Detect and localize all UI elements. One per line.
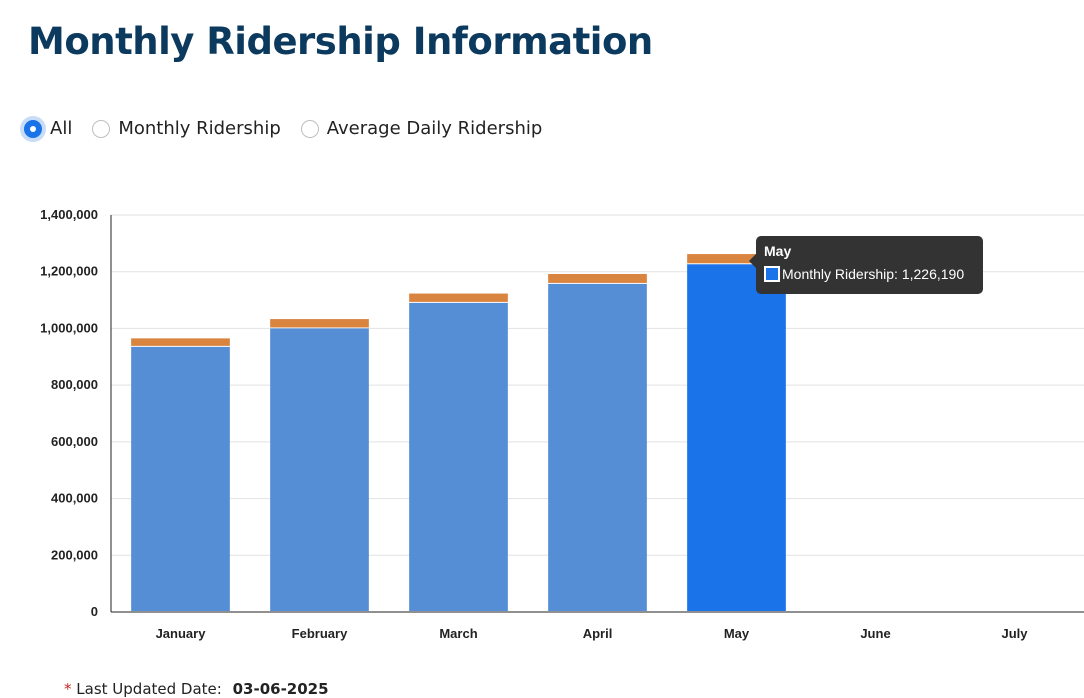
bar-monthly-ridership (548, 283, 647, 611)
chart-tooltip: May Monthly Ridership: 1,226,190 (749, 236, 983, 294)
radio-unselected-icon (92, 119, 111, 138)
bar-monthly-ridership (270, 328, 369, 611)
tooltip-value: Monthly Ridership: 1,226,190 (782, 266, 965, 282)
x-tick-label: February (292, 626, 348, 641)
ridership-bar-chart: 0 200,000 400,000 600,000 800,000 1,000,000 1,… (40, 207, 1084, 641)
filter-monthly-radio[interactable]: Monthly Ridership (92, 118, 281, 139)
page-title: Monthly Ridership Information (28, 20, 653, 63)
x-tick-label: March (439, 626, 477, 641)
bar-average-daily-ridership (409, 293, 508, 302)
x-tick-label: May (724, 626, 750, 641)
tooltip-title: May (764, 243, 792, 259)
bar-average-daily-ridership (548, 273, 647, 283)
tooltip-swatch-icon (764, 266, 780, 282)
x-tick-label: June (860, 626, 890, 641)
x-tick-label: April (583, 626, 613, 641)
filter-average-daily-radio[interactable]: Average Daily Ridership (300, 118, 543, 139)
filter-average-daily-label: Average Daily Ridership (326, 118, 543, 139)
last-updated: * Last Updated Date: 03-06-2025 (64, 680, 329, 698)
ridership-filter: All Monthly Ridership Average Daily Ride… (24, 118, 562, 139)
y-tick-label: 800,000 (51, 377, 98, 392)
y-tick-label: 1,000,000 (40, 320, 98, 335)
filter-all-radio[interactable]: All (24, 118, 72, 139)
last-updated-label: Last Updated Date: (76, 680, 222, 698)
radio-unselected-icon (300, 119, 319, 138)
y-tick-label: 200,000 (51, 547, 98, 562)
required-asterisk: * (64, 680, 72, 698)
radio-selected-icon (24, 119, 42, 138)
bar-monthly-ridership (687, 264, 786, 611)
y-tick-label: 0 (91, 604, 98, 619)
y-tick-label: 1,400,000 (40, 207, 98, 222)
bar-average-daily-ridership (687, 254, 786, 264)
y-tick-label: 400,000 (51, 491, 98, 506)
filter-all-label: All (50, 118, 73, 139)
bar-average-daily-ridership (270, 319, 369, 328)
y-tick-label: 1,200,000 (40, 264, 98, 279)
filter-monthly-label: Monthly Ridership (118, 118, 281, 139)
bar-monthly-ridership (131, 346, 230, 611)
last-updated-date: 03-06-2025 (232, 680, 329, 698)
bar-average-daily-ridership (131, 338, 230, 346)
x-tick-label: July (1001, 626, 1028, 641)
y-tick-label: 600,000 (51, 434, 98, 449)
x-tick-label: January (156, 626, 207, 641)
bar-monthly-ridership (409, 302, 508, 611)
